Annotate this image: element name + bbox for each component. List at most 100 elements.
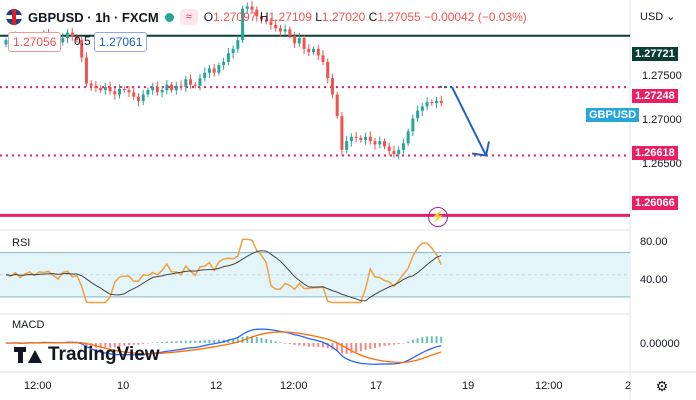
candle — [264, 19, 268, 22]
macd-histogram-bar — [269, 340, 272, 343]
macd-signal-line — [5, 331, 442, 364]
macd-histogram-bar — [284, 343, 287, 344]
spread-value: 0.5 — [74, 34, 91, 48]
macd-histogram-bar — [321, 343, 324, 348]
macd-histogram-bar — [203, 340, 206, 343]
macd-tick: 0.00000 — [640, 338, 680, 350]
macd-histogram-bar — [279, 342, 282, 343]
candle — [259, 16, 263, 20]
candle — [378, 141, 382, 145]
time-tick: 12:00 — [535, 380, 563, 392]
macd-histogram-bar — [312, 343, 315, 347]
candle — [425, 102, 429, 107]
macd-histogram-bar — [232, 338, 235, 343]
macd-histogram-bar — [142, 343, 145, 345]
macd-histogram-bar — [411, 339, 414, 343]
candle — [326, 61, 330, 79]
candle — [340, 116, 344, 150]
candle — [430, 102, 434, 104]
candle — [420, 106, 424, 111]
macd-histogram-bar — [331, 343, 334, 350]
candle — [70, 32, 74, 37]
macd-histogram-bar — [355, 343, 358, 353]
candle — [103, 86, 107, 91]
macd-histogram-bar — [397, 343, 400, 344]
time-tick: 19 — [462, 380, 475, 392]
candle — [250, 6, 254, 10]
candle — [302, 38, 306, 49]
macd-histogram-bar — [388, 343, 391, 346]
time-tick: 2 — [625, 380, 632, 392]
candle — [269, 21, 273, 25]
candle — [241, 8, 245, 41]
candle — [217, 65, 221, 73]
macd-histogram-bar — [113, 343, 116, 348]
macd-histogram-bar — [293, 343, 296, 346]
candle — [113, 91, 117, 95]
candle — [382, 141, 386, 147]
macd-histogram-bar — [165, 341, 168, 343]
candle — [226, 53, 230, 62]
macd-histogram-bar — [99, 343, 102, 349]
candle — [231, 48, 235, 54]
candle — [127, 90, 131, 93]
candle — [179, 85, 183, 87]
candle — [416, 110, 420, 119]
macd-histogram-bar — [156, 342, 159, 343]
candle — [387, 146, 391, 151]
macd-histogram-bar — [407, 341, 410, 343]
macd-title[interactable]: MACD — [12, 319, 45, 331]
macd-histogram-bar — [118, 343, 121, 347]
rsi-title[interactable]: RSI — [12, 237, 31, 249]
candle — [141, 94, 145, 101]
candle — [198, 78, 202, 86]
candle — [354, 136, 358, 138]
macd-histogram-bar — [217, 339, 220, 343]
wave-icon[interactable]: ≈ — [179, 9, 198, 25]
candle — [359, 137, 363, 141]
macd-histogram-bar — [426, 336, 429, 343]
macd-histogram-bar — [265, 339, 268, 343]
macd-histogram-bar — [213, 339, 216, 343]
candle — [155, 86, 159, 93]
macd-histogram-bar — [109, 343, 112, 348]
candle — [401, 143, 405, 150]
macd-histogram-bar — [128, 343, 131, 346]
candle — [439, 100, 443, 104]
currency-selector[interactable]: USD ⌄ — [640, 11, 676, 23]
candle — [283, 29, 287, 32]
time-tick: 17 — [370, 380, 383, 392]
candle — [435, 100, 439, 104]
candle — [255, 9, 259, 17]
candle — [288, 29, 292, 36]
candle — [335, 94, 339, 117]
macd-histogram-bar — [274, 341, 277, 343]
macd-histogram-bar — [151, 342, 154, 344]
rsi-signal-line — [5, 250, 442, 302]
candle — [122, 89, 126, 91]
macd-histogram-bar — [416, 338, 419, 343]
macd-histogram-bar — [180, 340, 183, 343]
candle — [189, 79, 193, 85]
macd-histogram-bar — [317, 343, 320, 347]
time-tick: 12:00 — [280, 380, 308, 392]
market-status-icon — [164, 12, 174, 22]
macd-histogram-bar — [364, 343, 367, 350]
macd-histogram-bar — [374, 343, 377, 348]
buy-price-button[interactable]: 1.27061 — [94, 32, 148, 52]
candle — [151, 86, 155, 91]
sell-price-button[interactable]: 1.27056 — [8, 32, 62, 52]
macd-histogram-bar — [198, 340, 201, 343]
gear-icon[interactable]: ⚙ — [655, 378, 669, 394]
symbol-title[interactable]: GBPUSD · 1h · FXCM — [28, 9, 159, 25]
macd-histogram-bar — [246, 335, 249, 343]
flash-icon[interactable]: ⚡ — [428, 207, 448, 227]
macd-histogram-bar — [146, 343, 149, 344]
candle — [222, 61, 226, 66]
candle — [392, 150, 396, 155]
candle — [160, 90, 164, 93]
tradingview-logo[interactable]: TradingView — [14, 344, 160, 366]
candle — [193, 84, 197, 86]
candle — [245, 6, 249, 9]
